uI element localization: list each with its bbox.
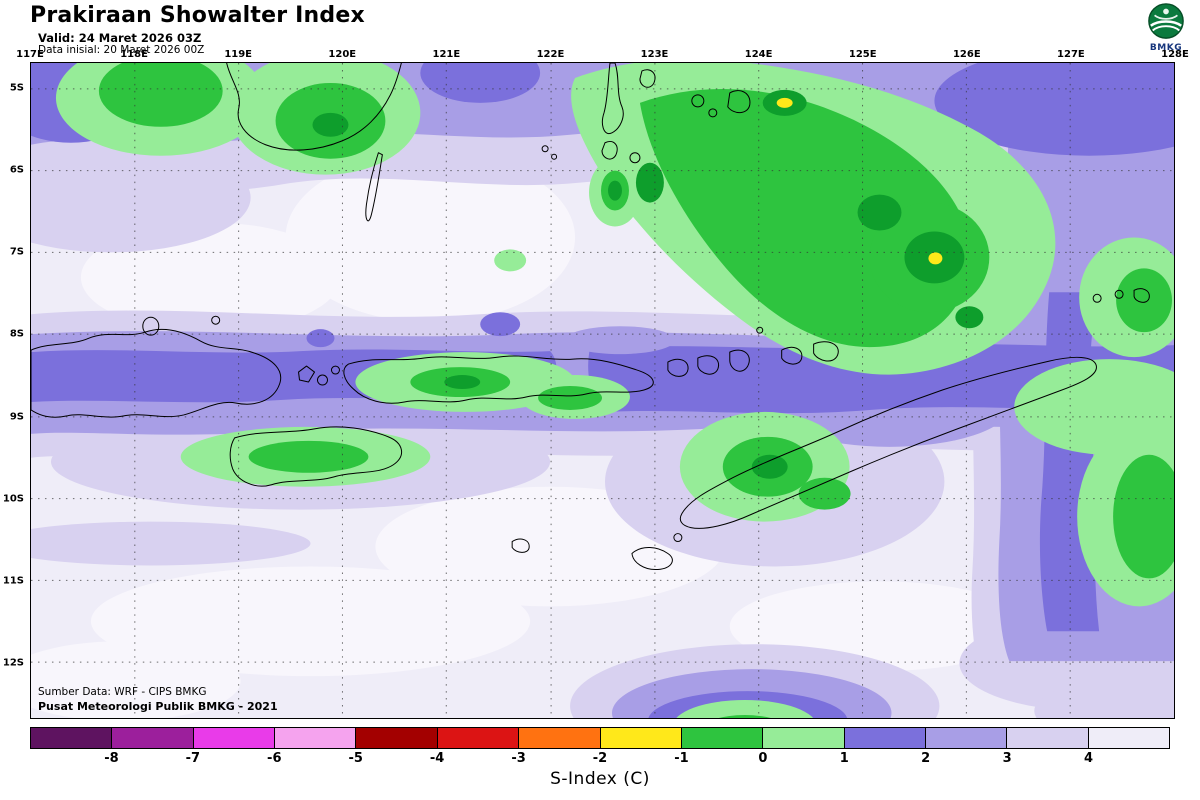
colorbar-tick-label: 1 bbox=[839, 751, 849, 766]
lat-tick-label: 5S bbox=[9, 82, 24, 94]
colorbar-cell bbox=[681, 728, 764, 748]
colorbar-tick-label: -6 bbox=[267, 751, 282, 766]
colorbar-tick-label: -5 bbox=[348, 751, 363, 766]
lon-tick-label: 117E bbox=[16, 49, 44, 60]
lat-tick-label: 11S bbox=[2, 575, 24, 587]
field-yellow-spots bbox=[776, 97, 943, 265]
lon-tick-label: 124E bbox=[744, 49, 773, 60]
sindex-shaded-field bbox=[31, 63, 1174, 718]
bmkg-logo: BMKG bbox=[1140, 2, 1192, 53]
colorbar-cell bbox=[519, 728, 601, 748]
colorbar-cell bbox=[437, 728, 520, 748]
colorbar-cell bbox=[1088, 728, 1170, 748]
lat-tick-label: 7S bbox=[9, 246, 24, 258]
field-band-gap bbox=[565, 326, 675, 355]
lon-tick-label: 126E bbox=[952, 49, 981, 60]
colorbar-tick-label: -3 bbox=[511, 751, 526, 766]
valid-time-label: Valid: 24 Maret 2026 03Z bbox=[38, 31, 202, 45]
lon-tick-label: 118E bbox=[120, 49, 148, 60]
colorbar-cell bbox=[844, 728, 926, 748]
lat-tick-label: 12S bbox=[2, 657, 24, 669]
field-brightest bbox=[31, 152, 1030, 718]
source-line-2: Pusat Meteorologi Publik BMKG - 2021 bbox=[38, 699, 278, 713]
colorbar-tick-label: -2 bbox=[592, 751, 608, 766]
lat-tick-label: 9S bbox=[9, 411, 24, 423]
colorbar-cell bbox=[112, 728, 194, 748]
lon-tick-label: 128E bbox=[1161, 49, 1189, 60]
colorbar-tick-label: 0 bbox=[758, 751, 768, 766]
lon-tick-label: 119E bbox=[224, 49, 253, 60]
colorbar-tick-label: -8 bbox=[104, 751, 119, 766]
colorbar-cell bbox=[275, 728, 357, 748]
bmkg-logo-label: BMKG bbox=[1149, 43, 1183, 53]
map-canvas: Sumber Data: WRF - CIPS BMKG Pusat Meteo… bbox=[30, 62, 1175, 719]
latitude-axis: 5S 6S 7S 8S 9S 10S 11S 12S bbox=[0, 62, 28, 719]
lon-tick-label: 121E bbox=[432, 49, 461, 60]
colorbar-cell bbox=[356, 728, 438, 748]
lat-tick-label: 8S bbox=[9, 328, 24, 340]
colorbar-cell bbox=[925, 728, 1008, 748]
colorbar-cell bbox=[600, 728, 682, 748]
colorbar-tick-label: -4 bbox=[429, 751, 445, 766]
colorbar-cells bbox=[30, 727, 1170, 749]
lat-tick-label: 6S bbox=[9, 164, 24, 176]
lon-tick-label: 122E bbox=[536, 49, 565, 60]
colorbar-cell bbox=[31, 728, 113, 748]
lon-tick-label: 123E bbox=[640, 49, 669, 60]
colorbar-tick-label: 3 bbox=[1002, 751, 1012, 766]
colorbar-cell bbox=[1007, 728, 1089, 748]
longitude-axis: 117E 118E 119E 120E 121E 122E 123E 124E 125E 126E… bbox=[16, 45, 1189, 60]
data-source-caption: Sumber Data: WRF - CIPS BMKG Pusat Meteo… bbox=[38, 686, 278, 714]
colorbar-ticks: -8 -7 -6 -5 -4 -3 -2 -1 0 1 2 3 4 bbox=[30, 751, 1170, 767]
page-title: Prakiraan Showalter Index bbox=[30, 3, 365, 28]
colorbar-tick-label: 2 bbox=[921, 751, 931, 766]
colorbar-cell bbox=[763, 728, 845, 748]
source-line-1: Sumber Data: WRF - CIPS BMKG bbox=[38, 686, 207, 699]
lat-tick-label: 10S bbox=[2, 493, 24, 505]
lon-tick-label: 125E bbox=[848, 49, 877, 60]
lon-tick-label: 120E bbox=[328, 49, 357, 60]
colorbar-tick-label: -7 bbox=[185, 751, 201, 766]
field-green-cores bbox=[312, 89, 984, 479]
init-time-label: Data inisial: 20 Maret 2026 00Z bbox=[38, 44, 205, 56]
colorbar-cell bbox=[193, 728, 276, 748]
graticule bbox=[31, 63, 1174, 718]
lon-tick-label: 127E bbox=[1057, 49, 1085, 60]
coastlines bbox=[31, 63, 1150, 570]
colorbar-tick-label: 4 bbox=[1084, 751, 1094, 766]
bmkg-logo-icon bbox=[1148, 3, 1184, 39]
colorbar-tick-label: -1 bbox=[674, 751, 689, 766]
colorbar-label: S-Index (C) bbox=[550, 769, 650, 789]
